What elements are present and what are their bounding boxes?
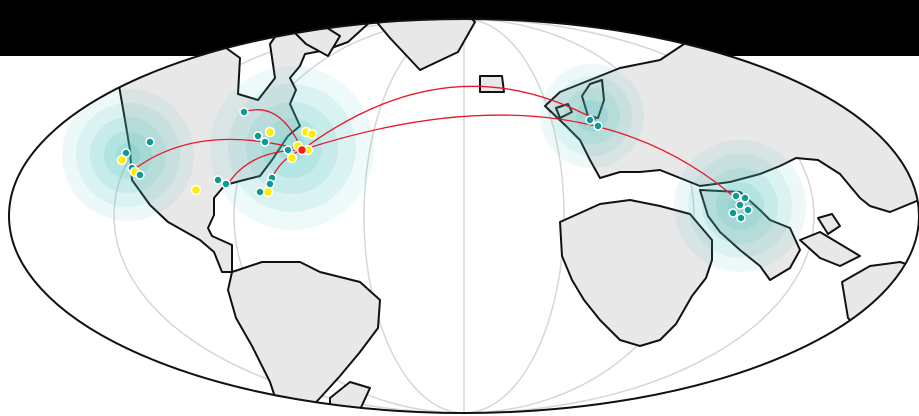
point-yellow [264, 126, 276, 138]
data-points[interactable] [116, 107, 753, 223]
point-teal [255, 187, 265, 197]
point-yellow [306, 128, 318, 140]
point-teal [736, 213, 746, 223]
connection-line [135, 138, 303, 169]
point-yellow [286, 152, 298, 164]
point-teal [260, 137, 270, 147]
point-hub [296, 144, 308, 156]
graticule [113, 19, 815, 413]
point-yellow [116, 154, 128, 166]
point-teal [283, 145, 293, 155]
point-teal [740, 193, 750, 203]
landmass-australia [841, 261, 919, 345]
point-teal [593, 121, 603, 131]
point-teal [585, 115, 595, 125]
point-teal [253, 131, 263, 141]
point-yellow [190, 184, 202, 196]
point-teal [728, 208, 738, 218]
point-teal [145, 137, 155, 147]
connection-line [301, 114, 741, 203]
points-north-america-west [116, 137, 155, 180]
point-teal [135, 170, 145, 180]
landmass-indonesia [799, 231, 861, 267]
point-teal [221, 179, 231, 189]
landmass-india-sea [699, 189, 801, 281]
connection-lines [135, 85, 741, 203]
point-teal [735, 200, 745, 210]
landmass-africa [559, 199, 713, 347]
connection-line [243, 109, 303, 151]
points-north-america-east [190, 107, 318, 198]
connection-line [301, 85, 597, 151]
point-teal [239, 107, 249, 117]
point-teal [731, 191, 741, 201]
landmass-south-america [227, 261, 381, 413]
point-teal [213, 175, 223, 185]
point-teal [265, 179, 275, 189]
landmass-japan [817, 213, 841, 235]
point-teal [743, 205, 753, 215]
points-europe-north [585, 115, 603, 131]
points-australia-east [728, 191, 753, 223]
landmass-small-island [479, 75, 505, 93]
point-yellow [262, 186, 274, 198]
